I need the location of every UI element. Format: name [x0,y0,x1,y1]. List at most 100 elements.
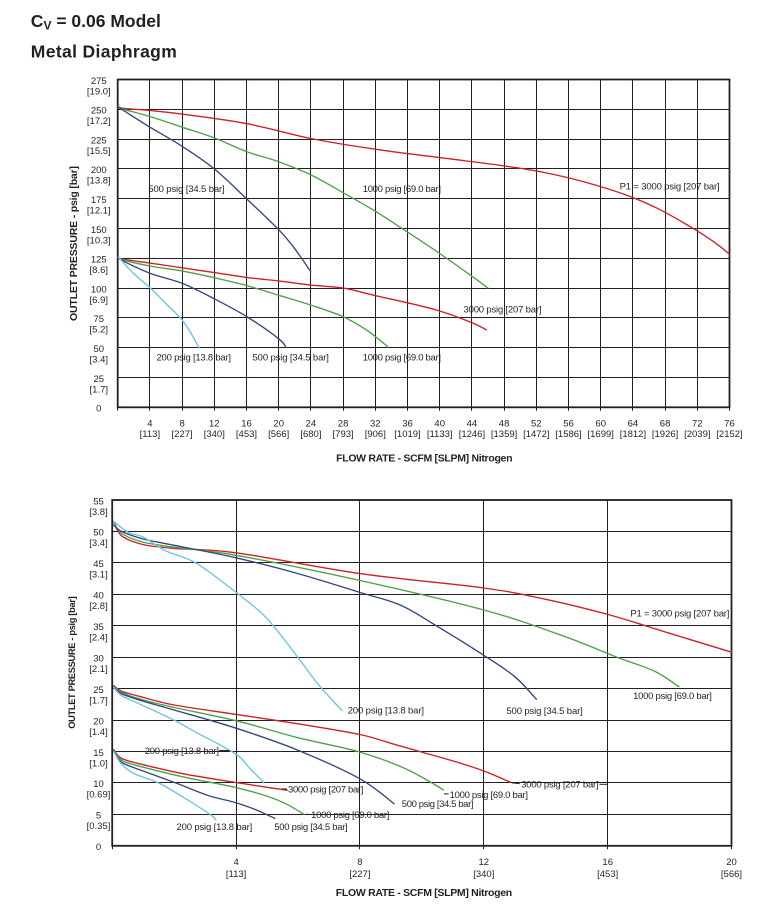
svg-text:[680]: [680] [300,429,321,440]
svg-text:64: 64 [628,419,639,430]
svg-text:12: 12 [479,857,490,868]
svg-text:FLOW RATE - SCFM [SLPM] Nitrog: FLOW RATE - SCFM [SLPM] Nitrogen [336,887,512,899]
svg-text:24: 24 [306,419,317,430]
svg-text:200 psig [13.8 bar]: 200 psig [13.8 bar] [348,706,424,717]
svg-text:25: 25 [94,374,105,385]
svg-text:[113]: [113] [140,429,160,440]
svg-text:4: 4 [233,857,238,868]
svg-text:[793]: [793] [333,429,354,440]
svg-text:44: 44 [467,419,478,430]
svg-text:56: 56 [563,419,574,430]
svg-text:1000 psig [69.0 bar]: 1000 psig [69.0 bar] [363,352,441,363]
svg-text:[1246]: [1246] [459,429,485,440]
svg-text:32: 32 [370,419,381,430]
svg-text:200 psig [13.8 bar]: 200 psig [13.8 bar] [177,822,253,833]
svg-text:[0.35]: [0.35] [87,821,111,832]
svg-text:16: 16 [602,857,613,868]
svg-text:[1472]: [1472] [523,429,549,440]
svg-text:5: 5 [96,811,101,822]
svg-text:[1926]: [1926] [652,429,678,440]
svg-text:500 psig [34.5 bar]: 500 psig [34.5 bar] [506,706,582,717]
svg-text:[2.1]: [2.1] [89,664,108,675]
svg-text:[8.6]: [8.6] [90,265,109,276]
svg-text:20: 20 [726,857,737,868]
svg-text:15: 15 [93,748,104,759]
svg-text:200 psig [13.8 bar]: 200 psig [13.8 bar] [145,746,219,757]
svg-text:3000 psig [207 bar]: 3000 psig [207 bar] [464,305,542,316]
svg-text:[1586]: [1586] [555,429,581,440]
svg-text:[12.1]: [12.1] [87,206,111,217]
svg-text:10: 10 [93,779,104,790]
svg-text:52: 52 [531,419,542,430]
svg-text:250: 250 [91,106,107,117]
svg-text:125: 125 [91,255,107,266]
svg-text:P1 = 3000 psig [207 bar]: P1 = 3000 psig [207 bar] [620,181,720,192]
svg-text:8: 8 [357,857,362,868]
svg-text:[566]: [566] [268,429,289,440]
svg-text:500 psig [34.5 bar]: 500 psig [34.5 bar] [402,799,474,810]
svg-text:150: 150 [91,225,107,236]
svg-text:[340]: [340] [473,869,494,880]
svg-text:60: 60 [595,419,606,430]
svg-text:[227]: [227] [172,429,193,440]
svg-text:50: 50 [93,528,104,539]
svg-text:500 psig [34.5 bar]: 500 psig [34.5 bar] [274,822,347,833]
svg-text:68: 68 [660,419,671,430]
svg-text:[1019]: [1019] [394,429,420,440]
svg-text:[2152]: [2152] [716,429,742,440]
svg-text:[2.8]: [2.8] [89,601,108,612]
svg-text:40: 40 [434,419,445,430]
svg-text:CV = 0.06 Model: CV = 0.06 Model [31,11,161,33]
svg-text:0: 0 [96,842,101,853]
svg-text:500 psig [34.5 bar]: 500 psig [34.5 bar] [253,352,329,363]
svg-text:40: 40 [93,591,104,602]
svg-text:12: 12 [209,419,220,430]
svg-text:100: 100 [91,284,107,295]
svg-text:Metal Diaphragm: Metal Diaphragm [31,42,177,62]
svg-text:[6.9]: [6.9] [90,295,109,306]
svg-text:35: 35 [93,622,104,633]
svg-text:1000 psig [69.0 bar]: 1000 psig [69.0 bar] [633,691,712,702]
svg-text:OUTLET PRESSURE - psig [bar]: OUTLET PRESSURE - psig [bar] [68,166,80,321]
svg-text:3000 psig [207 bar]: 3000 psig [207 bar] [521,780,598,791]
svg-text:[453]: [453] [597,869,618,880]
svg-text:[113]: [113] [226,869,246,880]
svg-text:[227]: [227] [349,869,370,880]
svg-text:225: 225 [91,135,107,146]
svg-text:[1.4]: [1.4] [89,727,108,738]
svg-text:[10.3]: [10.3] [87,235,111,246]
svg-text:FLOW RATE - SCFM [SLPM] Nitrog: FLOW RATE - SCFM [SLPM] Nitrogen [336,453,512,465]
svg-text:[1699]: [1699] [587,429,613,440]
svg-text:200: 200 [91,165,107,176]
svg-text:[340]: [340] [204,429,225,440]
svg-text:72: 72 [692,419,703,430]
svg-text:1000 psig [69.0 bar]: 1000 psig [69.0 bar] [450,790,528,801]
svg-text:1000 psig [69.0 bar]: 1000 psig [69.0 bar] [363,184,441,195]
svg-text:0: 0 [96,404,101,415]
svg-text:50: 50 [94,344,105,355]
svg-text:[1.7]: [1.7] [90,384,109,395]
svg-text:175: 175 [91,195,107,206]
svg-text:[1812]: [1812] [620,429,646,440]
svg-text:[906]: [906] [365,429,386,440]
svg-text:45: 45 [93,559,104,570]
svg-text:[3.4]: [3.4] [89,538,108,549]
svg-text:P1 = 3000 psig [207 bar]: P1 = 3000 psig [207 bar] [630,608,729,619]
svg-text:[566]: [566] [721,869,742,880]
svg-text:8: 8 [179,419,184,430]
svg-text:275: 275 [91,76,107,87]
svg-text:48: 48 [499,419,510,430]
svg-text:1000 psig [69.0 bar]: 1000 psig [69.0 bar] [311,810,389,821]
svg-text:36: 36 [402,419,413,430]
svg-text:25: 25 [93,685,104,696]
svg-text:20: 20 [273,419,284,430]
svg-text:3000 psig [207 bar]: 3000 psig [207 bar] [288,784,363,795]
svg-text:30: 30 [93,654,104,665]
svg-text:75: 75 [94,314,105,325]
svg-text:[17.2]: [17.2] [87,116,111,127]
svg-text:200 psig [13.8 bar]: 200 psig [13.8 bar] [157,352,232,363]
svg-text:OUTLET PRESSURE - psig [bar]: OUTLET PRESSURE - psig [bar] [67,596,77,729]
svg-text:76: 76 [724,419,735,430]
svg-text:16: 16 [241,419,252,430]
svg-text:[3.1]: [3.1] [89,570,108,581]
